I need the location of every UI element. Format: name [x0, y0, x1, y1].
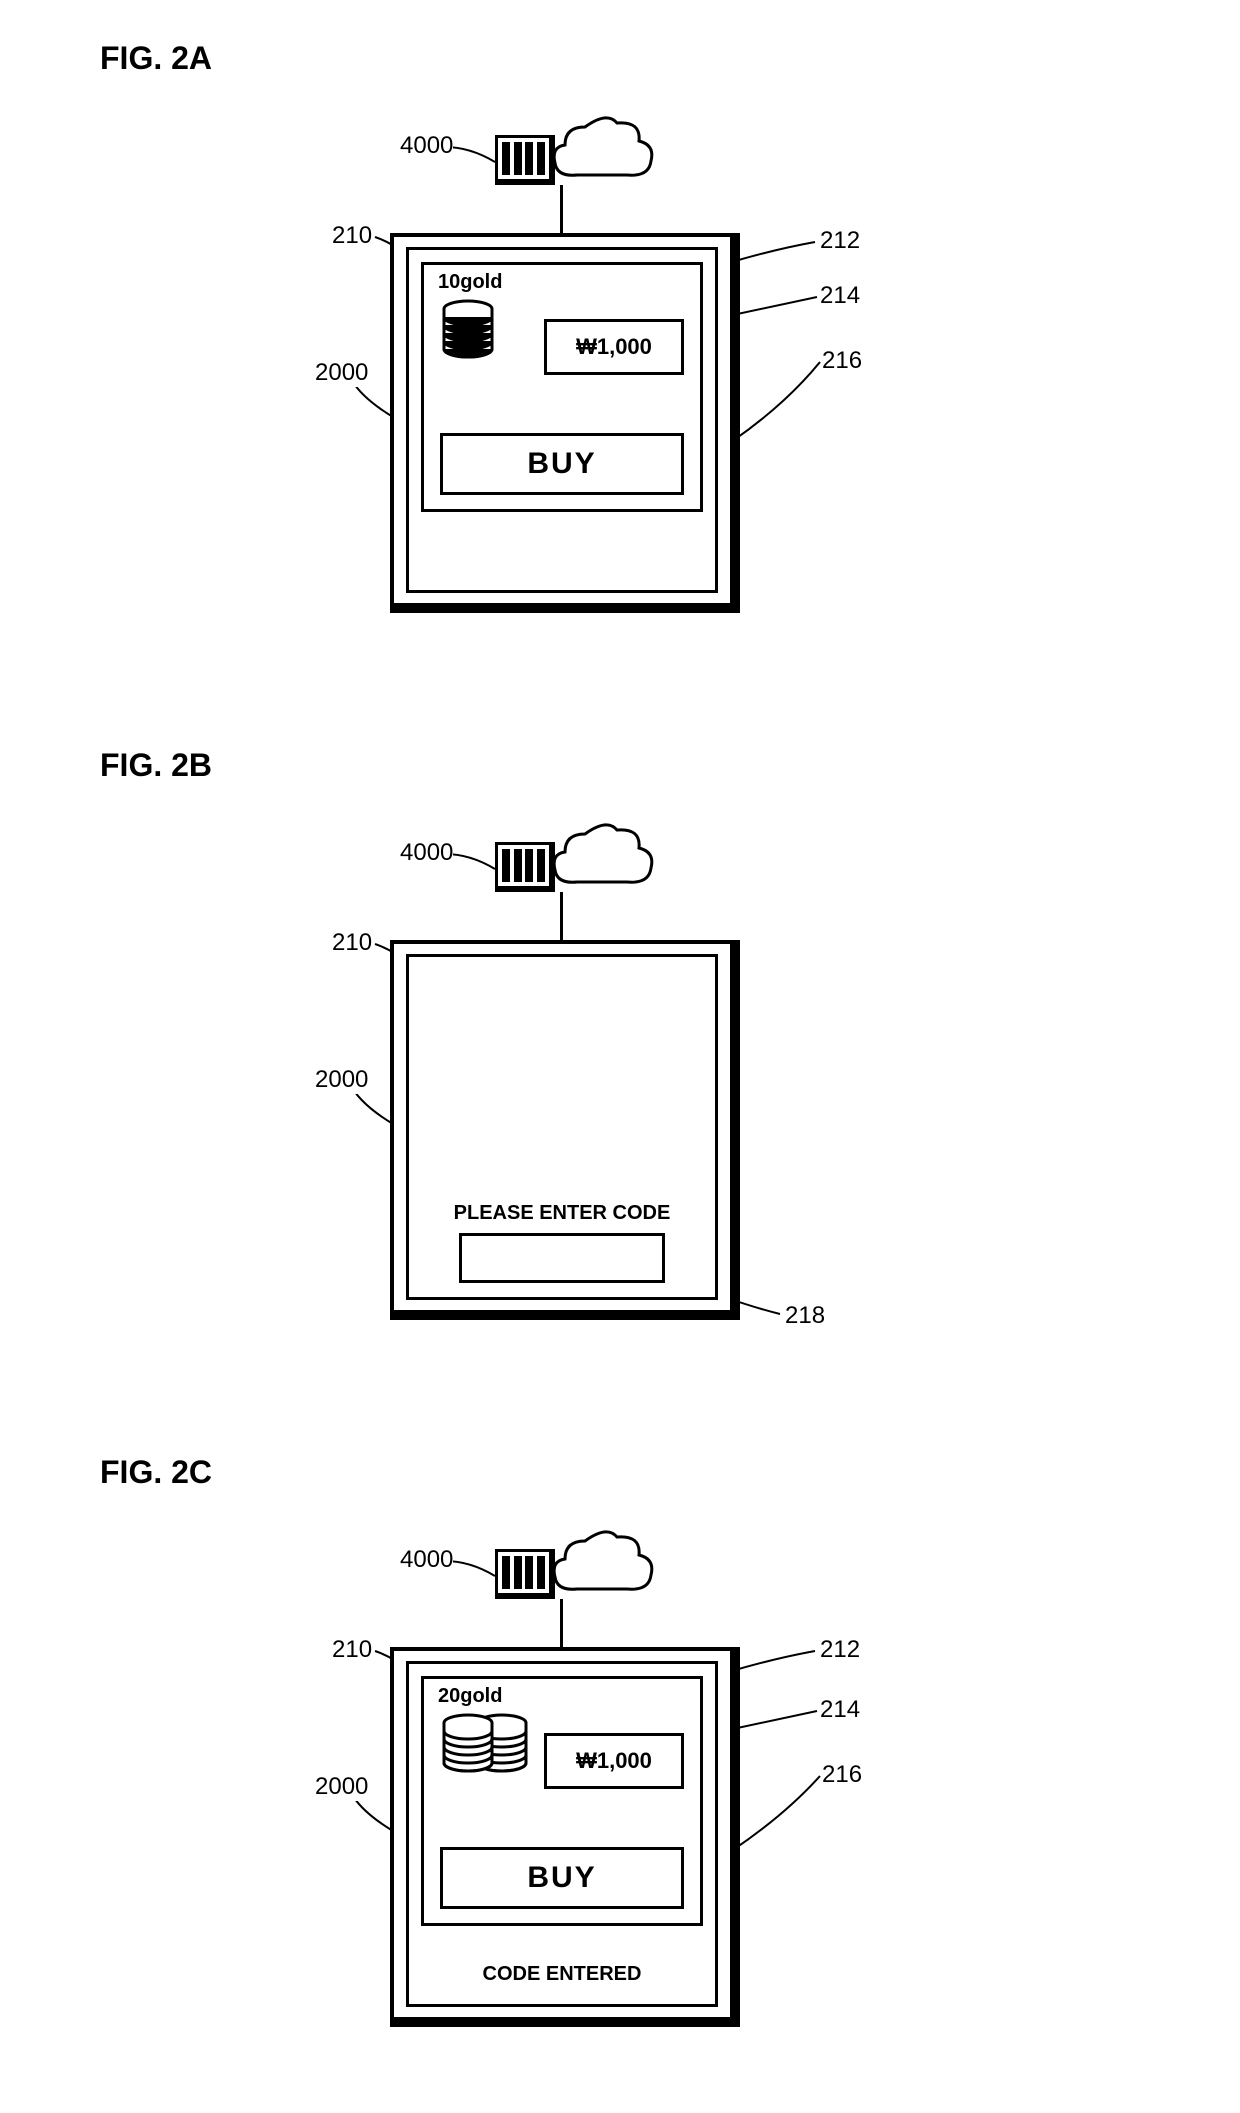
ref-210: 210 [332, 222, 372, 250]
ref-210: 210 [332, 929, 372, 957]
prompt-text: PLEASE ENTER CODE [409, 1202, 715, 1225]
figure-title: FIG. 2C [100, 1454, 212, 1491]
server-connector [560, 185, 563, 233]
product-label: 20gold [438, 1685, 502, 1708]
server-icon [495, 135, 555, 185]
ref-212: 212 [820, 1636, 860, 1664]
code-input[interactable] [459, 1233, 665, 1283]
figure-title: FIG. 2B [100, 747, 212, 784]
price-box: ₩1,000 [544, 1733, 684, 1789]
server-icon [495, 842, 555, 892]
buy-button[interactable]: BUY [440, 1847, 684, 1909]
product-panel: 20gold [421, 1676, 703, 1926]
device-frame: 10gold ₩1,000 [390, 233, 740, 613]
ref-4000: 4000 [400, 1546, 453, 1574]
screen-frame: 10gold ₩1,000 [406, 247, 718, 593]
product-panel: 10gold ₩1,000 [421, 262, 703, 512]
diagram-area-a: 10gold ₩1,000 [320, 107, 920, 627]
ref-2000: 2000 [315, 1773, 368, 1801]
code-entered-text: CODE ENTERED [409, 1963, 715, 1986]
ref-2000: 2000 [315, 1066, 368, 1094]
figure-2b: FIG. 2B PLEASE ENTER CODE 4000 2000 210 [40, 747, 1200, 1334]
device-frame: 20gold [390, 1647, 740, 2027]
ref-210: 210 [332, 1636, 372, 1664]
figure-2c: FIG. 2C 20gold [40, 1454, 1200, 2041]
ref-216: 216 [822, 1761, 862, 1789]
diagram-area-c: 20gold [320, 1521, 920, 2041]
server-connector [560, 1599, 563, 1647]
cloud-icon [554, 825, 652, 882]
buy-label: BUY [527, 1861, 596, 1895]
ref-2000: 2000 [315, 359, 368, 387]
product-label: 10gold [438, 271, 502, 294]
coin-stack-icon [440, 1713, 530, 1783]
ref-212: 212 [820, 227, 860, 255]
ref-4000: 4000 [400, 132, 453, 160]
ref-4000: 4000 [400, 839, 453, 867]
ref-214: 214 [820, 282, 860, 310]
diagram-area-b: PLEASE ENTER CODE 4000 2000 210 218 [320, 814, 920, 1334]
server-connector [560, 892, 563, 940]
price-text: ₩1,000 [576, 1748, 652, 1774]
price-box: ₩1,000 [544, 319, 684, 375]
device-frame: PLEASE ENTER CODE [390, 940, 740, 1320]
server-icon [495, 1549, 555, 1599]
ref-218: 218 [785, 1302, 825, 1330]
cloud-icon [554, 1532, 652, 1589]
cloud-icon [554, 118, 652, 175]
screen-frame: 20gold [406, 1661, 718, 2007]
figure-2a: FIG. 2A [40, 40, 1200, 627]
ref-216: 216 [822, 347, 862, 375]
buy-label: BUY [527, 447, 596, 481]
ref-214: 214 [820, 1696, 860, 1724]
coin-stack-icon [440, 299, 496, 369]
price-text: ₩1,000 [576, 334, 652, 360]
screen-frame: PLEASE ENTER CODE [406, 954, 718, 1300]
figure-title: FIG. 2A [100, 40, 212, 77]
buy-button[interactable]: BUY [440, 433, 684, 495]
